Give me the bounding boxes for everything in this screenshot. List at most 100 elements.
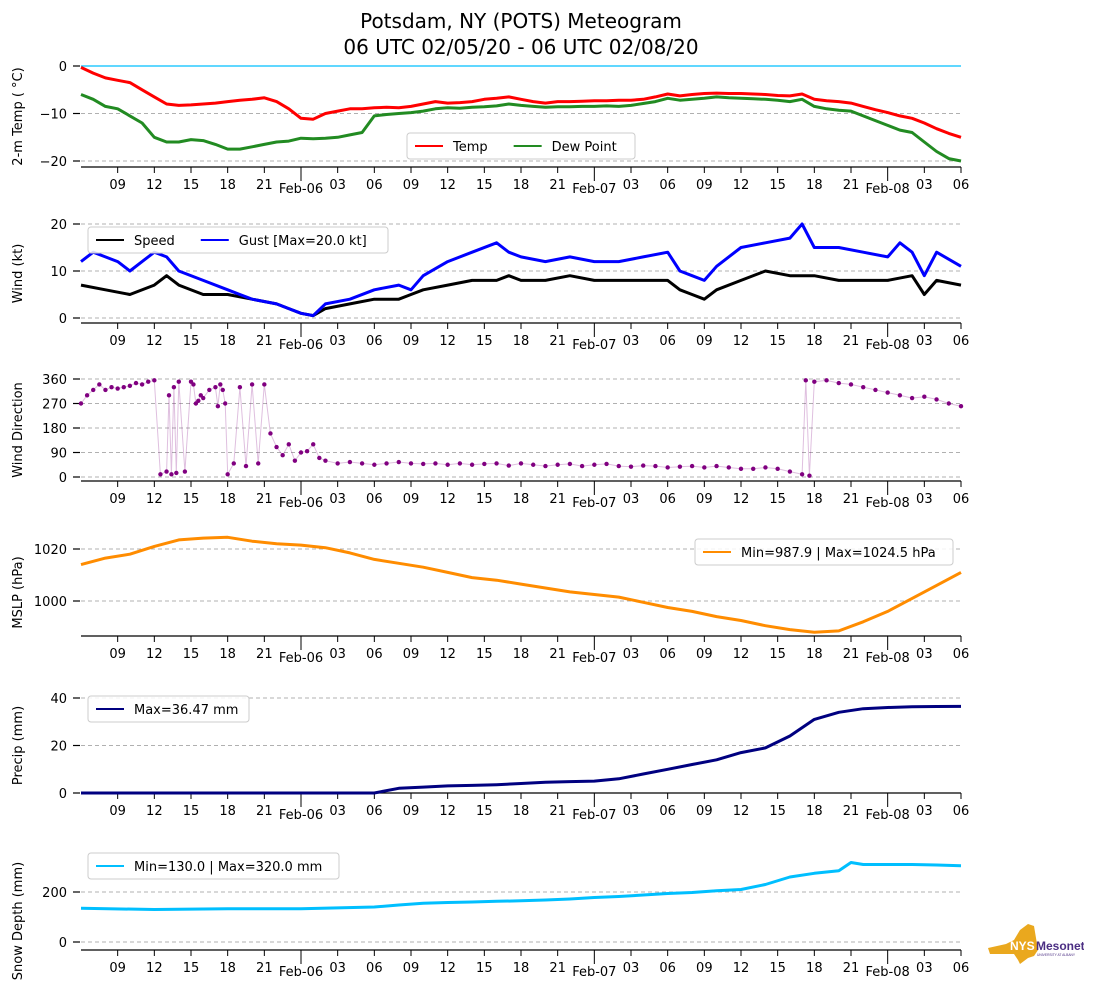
x-tick-label: 06 xyxy=(953,178,970,193)
x-tick-label: 12 xyxy=(146,334,163,349)
x-tick-label: 15 xyxy=(183,804,200,819)
x-tick-label: 18 xyxy=(219,961,236,976)
x-tick-label: 06 xyxy=(366,961,383,976)
y-tick-label: 0 xyxy=(59,787,67,802)
nys-mesonet-logo: NYS Mesonet UNIVERSITY AT ALBANY xyxy=(984,920,1085,968)
legend-precip: Max=36.47 mm xyxy=(87,695,250,723)
legend-box xyxy=(694,538,954,566)
wind-direction-point xyxy=(482,461,487,467)
wind-direction-point xyxy=(268,431,273,436)
x-tick-label: 21 xyxy=(843,804,860,819)
y-tick-label: 360 xyxy=(42,373,67,388)
x-tick-label: 12 xyxy=(146,178,163,193)
x-tick-label: 12 xyxy=(439,334,456,349)
wind-direction-point xyxy=(469,462,475,467)
wind-direction-point xyxy=(922,394,927,399)
wind-direction-point xyxy=(665,465,670,470)
x-tick-label: 12 xyxy=(439,647,456,662)
wind-direction-point xyxy=(641,463,646,468)
y-tick-label: 270 xyxy=(42,398,67,413)
wind-direction-point xyxy=(359,461,365,466)
x-tick-label: 03 xyxy=(329,492,346,507)
wind-direction-point xyxy=(274,444,279,450)
x-tick-label: 03 xyxy=(916,647,933,662)
x-tick-label: 12 xyxy=(733,647,750,662)
wind-direction-point xyxy=(946,401,951,406)
x-major-tick-label: Feb-06 xyxy=(279,651,323,666)
panel-temp: 0 −10 −20 2-m Temp ( °C) 09 12 15 18 21 03 06 09 12 1… xyxy=(11,60,969,197)
wind-direction-point xyxy=(84,393,90,398)
wind-direction-point xyxy=(726,465,731,470)
legend-box xyxy=(87,226,389,254)
wind-direction-point xyxy=(166,393,172,398)
x-major-tick-label: Feb-06 xyxy=(279,182,323,197)
y-tick-label: 90 xyxy=(50,447,67,462)
panel-mslp: 1020 1000 MSLP (hPa) 09 12 15 18 21 03 06 09 12 15 18… xyxy=(11,535,969,666)
wind-direction-point xyxy=(91,387,96,393)
new-york-state-icon: NYS Mesonet UNIVERSITY AT ALBANY xyxy=(988,924,1085,964)
x-tick-label: 09 xyxy=(696,492,713,507)
x-tick-label: 03 xyxy=(623,334,640,349)
x-tick-label: 12 xyxy=(439,492,456,507)
y-tick-label: 0 xyxy=(59,60,67,75)
logo-subtext: UNIVERSITY AT ALBANY xyxy=(1037,953,1076,957)
x-tick-label: 09 xyxy=(109,804,126,819)
x-tick-label: 09 xyxy=(696,334,713,349)
x-tick-label: 06 xyxy=(366,334,383,349)
wind-direction-point xyxy=(421,461,426,467)
wind-direction-point xyxy=(347,459,353,465)
x-tick-label: 18 xyxy=(219,647,236,662)
x-tick-label: 12 xyxy=(146,492,163,507)
y-tick-label: 20 xyxy=(50,218,67,233)
x-tick-label: 18 xyxy=(219,492,236,507)
x-tick-label: 09 xyxy=(109,334,126,349)
wind-direction-point xyxy=(958,404,964,409)
x-tick-label: 15 xyxy=(476,492,493,507)
wind-direction-point xyxy=(249,382,255,387)
x-tick-label: 06 xyxy=(953,492,970,507)
wind-direction-point xyxy=(169,472,174,477)
wind-direction-point xyxy=(243,463,249,469)
x-tick-label: 15 xyxy=(183,492,200,507)
x-tick-label: 21 xyxy=(549,492,566,507)
x-tick-label: 21 xyxy=(549,178,566,193)
wind-direction-point xyxy=(592,462,597,467)
legend-mslp: Min=987.9 | Max=1024.5 hPa xyxy=(694,538,954,566)
wind-direction-point xyxy=(218,382,223,387)
y-tick-label: −20 xyxy=(40,155,67,170)
x-tick-label: 09 xyxy=(403,334,420,349)
y-tick-label: 10 xyxy=(50,265,67,280)
x-tick-label: 12 xyxy=(733,961,750,976)
y-tick-label: 0 xyxy=(59,471,67,486)
wind-direction-point xyxy=(531,462,536,467)
y-axis-label: Snow Depth (mm) xyxy=(11,862,26,980)
panels: 0−10−202-m Temp ( °C)09 12 15 18 21 03 06 09 12 1… xyxy=(11,60,969,980)
wind-direction-point xyxy=(196,398,201,403)
wind-direction-point xyxy=(408,461,414,466)
x-tick-label: 18 xyxy=(806,804,823,819)
x-major-tick-label: Feb-08 xyxy=(866,808,910,823)
y-axis-label: Wind (kt) xyxy=(11,244,26,304)
x-tick-label: 09 xyxy=(696,647,713,662)
x-tick-label: 21 xyxy=(256,961,273,976)
x-tick-label: 09 xyxy=(696,961,713,976)
wind-direction-point xyxy=(714,463,719,469)
x-major-tick-label: Feb-08 xyxy=(866,182,910,197)
x-tick-label: 18 xyxy=(219,178,236,193)
x-tick-label: 18 xyxy=(806,334,823,349)
legend-label: Min=987.9 | Max=1024.5 hPa xyxy=(741,546,936,561)
wind-direction-point xyxy=(567,461,573,467)
legend-label: Max=36.47 mm xyxy=(134,703,238,718)
y-axis-label: MSLP (hPa) xyxy=(11,556,26,628)
x-tick-label: 03 xyxy=(623,961,640,976)
series-mslp-0 xyxy=(80,535,962,634)
x-tick-label: 09 xyxy=(696,804,713,819)
legend-label: Speed xyxy=(134,234,175,249)
x-major-tick-label: Feb-08 xyxy=(866,338,910,353)
wind-direction-point xyxy=(262,382,267,387)
series-temp-0 xyxy=(80,66,962,139)
series-precip-0 xyxy=(81,704,962,795)
x-tick-label: 15 xyxy=(769,804,786,819)
wind-direction-point xyxy=(171,384,177,390)
x-tick-label: 12 xyxy=(733,804,750,819)
